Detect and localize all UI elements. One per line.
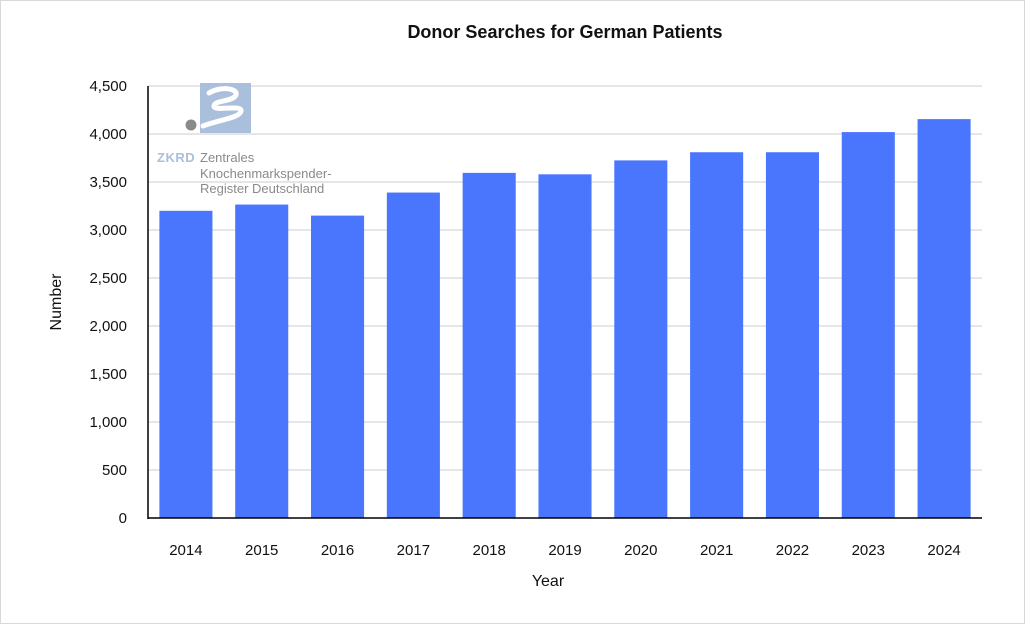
bar — [765, 152, 819, 519]
bar — [538, 174, 592, 518]
bar — [159, 210, 213, 519]
y-tick-label: 2,500 — [89, 270, 127, 287]
y-tick-label: 500 — [102, 462, 127, 479]
x-tick-label: 2023 — [852, 542, 885, 559]
x-tick-labels: 2014 2015 2016 2017 2018 2019 2020 2021 2022 2023… — [169, 542, 961, 559]
y-tick-label: 4,000 — [89, 126, 127, 143]
x-tick-label: 2020 — [624, 542, 657, 559]
y-tick-label: 1,500 — [89, 366, 127, 383]
y-axis-title: Number — [48, 273, 65, 331]
y-tick-label: 3,500 — [89, 174, 127, 191]
logo-line-3: Register Deutschland — [200, 181, 324, 196]
x-tick-label: 2021 — [700, 542, 733, 559]
x-tick-label: 2019 — [548, 542, 581, 559]
logo-line-2: Knochenmarkspender- — [200, 166, 332, 181]
x-tick-label: 2016 — [321, 542, 354, 559]
logo-dot-icon — [185, 119, 197, 131]
axes — [147, 86, 982, 519]
bars-group — [159, 119, 971, 519]
y-tick-label: 0 — [119, 510, 127, 527]
bar — [235, 204, 289, 518]
y-tick-label: 2,000 — [89, 318, 127, 335]
bar — [311, 215, 365, 518]
y-tick-label: 1,000 — [89, 414, 127, 431]
chart-title: Donor Searches for German Patients — [407, 22, 723, 42]
x-axis-title: Year — [532, 573, 565, 590]
bar — [462, 172, 516, 518]
x-tick-label: 2015 — [245, 542, 278, 559]
x-tick-label: 2018 — [472, 542, 505, 559]
bar — [386, 192, 440, 518]
bar — [690, 152, 744, 519]
logo-line-1: Zentrales — [200, 150, 255, 165]
zkrd-logo: ZKRD Zentrales Knochenmarkspender- Regis… — [157, 83, 332, 196]
y-tick-label: 3,000 — [89, 222, 127, 239]
x-tick-label: 2024 — [927, 542, 960, 559]
y-tick-label: 4,500 — [89, 78, 127, 95]
bar — [841, 132, 895, 518]
x-tick-label: 2017 — [397, 542, 430, 559]
y-tick-labels: 0 500 1,000 1,500 2,000 2,500 3,000 3,500 4,000 4… — [89, 78, 127, 527]
zkrd-wave-logo-icon — [200, 86, 244, 129]
x-tick-label: 2014 — [169, 542, 202, 559]
bar — [917, 119, 971, 519]
bar — [614, 160, 668, 518]
logo-abbreviation: ZKRD — [157, 150, 195, 165]
x-tick-label: 2022 — [776, 542, 809, 559]
